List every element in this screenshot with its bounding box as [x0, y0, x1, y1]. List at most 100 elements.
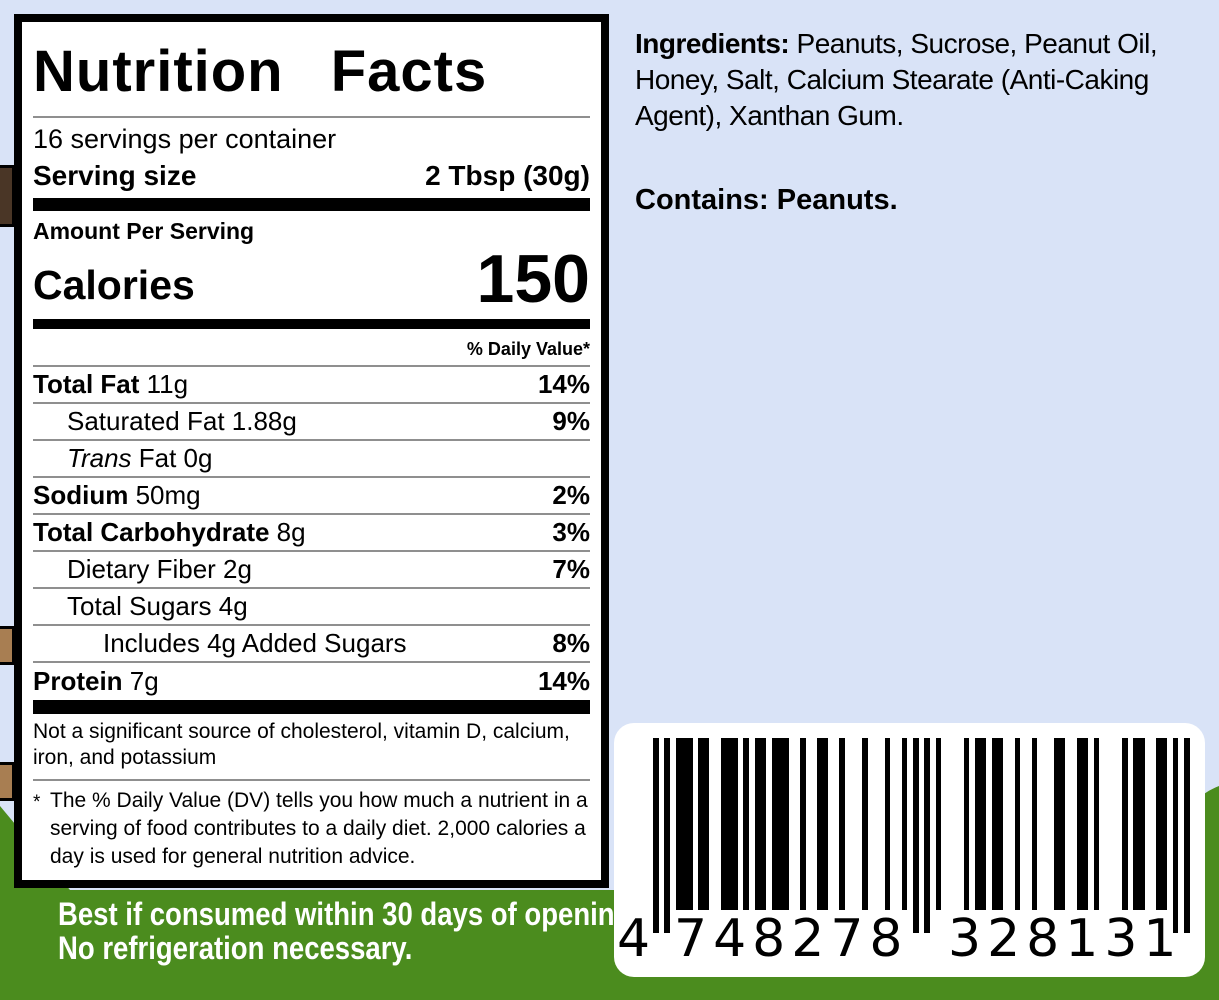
nutrient-dv: 9%	[552, 406, 590, 436]
nutrient-amount: Total Sugars 4g	[67, 591, 248, 621]
calories-value: 150	[476, 241, 590, 317]
footnote-asterisk: *	[33, 792, 41, 813]
nutrient-dv: 14%	[537, 666, 590, 696]
nutrient-amount: Dietary Fiber 2g	[67, 554, 252, 584]
freshness-line-1: Best if consumed within 30 days of openi…	[58, 896, 640, 932]
footnote-line-1: The % Daily Value (DV) tells you how muc…	[50, 789, 588, 812]
nutrient-row-total-sugars: Total Sugars 4g	[33, 589, 590, 626]
barcode-bar	[1172, 738, 1179, 933]
barcode-bar	[924, 738, 930, 933]
nutrient-dv: 2%	[552, 480, 590, 510]
ingredients-line-3: Agent), Xanthan Gum.	[635, 100, 904, 131]
barcode-bar	[839, 738, 846, 910]
barcode-bar	[1014, 738, 1021, 910]
barcode-bar	[653, 738, 659, 933]
barcode-bar	[664, 738, 670, 933]
barcode-card: 4 748278 328131	[614, 723, 1205, 977]
barcode-bar	[1076, 738, 1089, 910]
barcode-bar	[698, 738, 710, 910]
barcode-bar	[901, 738, 908, 910]
servings-per-container: 16 servings per container	[33, 124, 337, 154]
nutrient-amount: 50mg	[128, 480, 201, 510]
barcode-bar	[1133, 738, 1145, 910]
nutrient-row-protein: Protein 7g 14%	[33, 663, 590, 700]
nutrient-row-saturated-fat: Saturated Fat 1.88g 9%	[33, 404, 590, 441]
background-wood-dark	[0, 165, 15, 227]
calories-label: Calories	[33, 262, 195, 308]
nutrient-row-added-sugars: Includes 4g Added Sugars 8%	[33, 626, 590, 663]
not-significant-note: Not a significant source of cholesterol,…	[33, 714, 590, 774]
barcode-bar	[1031, 738, 1038, 910]
barcode-bar	[884, 738, 891, 910]
not-significant-line-2: iron, and potassium	[33, 746, 217, 769]
nutrient-amount: Saturated Fat 1.88g	[67, 406, 297, 436]
nutrient-row-dietary-fiber: Dietary Fiber 2g 7%	[33, 552, 590, 589]
barcode-bar	[816, 738, 829, 910]
nutrient-name: Sodium	[33, 480, 129, 510]
barcode-bar	[935, 738, 942, 910]
ingredients-line-1: Ingredients: Peanuts, Sucrose, Peanut Oi…	[635, 26, 1195, 62]
ingredients-label: Ingredients:	[635, 28, 790, 59]
nutrient-row-total-fat: Total Fat 11g 14%	[33, 367, 590, 404]
nutrient-row-total-carbohydrate: Total Carbohydrate 8g 3%	[33, 515, 590, 552]
barcode-bar	[963, 738, 970, 910]
barcode-bar	[754, 738, 766, 910]
barcode-digit-prefix: 4	[617, 909, 651, 969]
title-divider	[33, 116, 590, 118]
ingredients-line-2: Honey, Salt, Calcium Stearate (Anti-Caki…	[635, 64, 1149, 95]
calories-row: Calories 150	[33, 241, 590, 317]
nutrient-row-trans-fat: Trans Fat 0g	[33, 441, 590, 478]
footnote-line-3: day is used for general nutrition advice…	[50, 845, 416, 868]
barcode-bar	[862, 738, 868, 910]
nutrient-amount: 11g	[139, 369, 189, 399]
nutrition-facts-label: Nutrition Facts 16 servings per containe…	[14, 14, 609, 888]
serving-size-row: Serving size 2 Tbsp (30g)	[33, 155, 590, 198]
serving-size-value: 2 Tbsp (30g)	[425, 160, 590, 191]
nutrient-dv: 3%	[552, 517, 590, 547]
barcode-digits-left: 748278	[674, 909, 909, 969]
thick-divider-bar-bottom	[33, 700, 590, 714]
nutrient-row-sodium: Sodium 50mg 2%	[33, 478, 590, 515]
nutrient-name: Trans	[67, 443, 132, 473]
footnote-divider	[33, 779, 590, 781]
nutrient-name: Total Carbohydrate	[33, 517, 270, 547]
nutrient-amount: 8g	[269, 517, 306, 547]
nutrient-amount: Fat 0g	[131, 443, 213, 473]
daily-value-footnote: * The % Daily Value (DV) tells you how m…	[33, 781, 590, 871]
barcode-bar	[743, 738, 750, 910]
barcode-bar	[1054, 738, 1066, 910]
nutrient-name: Protein	[33, 666, 123, 696]
barcode-bar	[771, 738, 789, 910]
freshness-note: Best if consumed within 30 days of openi…	[58, 897, 639, 965]
nutrient-amount: 7g	[122, 666, 159, 696]
allergen-statement: Contains: Peanuts.	[635, 184, 898, 216]
barcode-bar	[799, 738, 806, 910]
barcode-digits-right: 328131	[948, 909, 1183, 969]
barcode-bar	[1121, 738, 1128, 910]
background-wood-tan-lower	[0, 762, 15, 801]
barcode-bar	[1184, 738, 1190, 933]
medium-divider-bar	[33, 319, 590, 329]
background-wood-tan-upper	[0, 626, 15, 665]
barcode-bar	[912, 738, 919, 933]
barcode-bar	[720, 738, 738, 910]
freshness-line-2: No refrigeration necessary.	[58, 930, 413, 966]
barcode-bar	[1093, 738, 1100, 910]
nutrient-amount: Includes 4g Added Sugars	[103, 628, 407, 658]
barcode-bar	[675, 738, 693, 910]
serving-size-label: Serving size	[33, 160, 197, 191]
nutrition-facts-title: Nutrition Facts	[33, 39, 488, 104]
not-significant-line-1: Not a significant source of cholesterol,…	[33, 720, 570, 743]
daily-value-header: % Daily Value*	[33, 329, 590, 367]
barcode-bar	[1155, 738, 1168, 910]
amount-per-serving-label: Amount Per Serving	[33, 218, 255, 244]
nutrient-name: Total Fat	[33, 369, 140, 399]
ingredients-line-1-rest: Peanuts, Sucrose, Peanut Oil,	[789, 28, 1158, 59]
nutrient-dv: 7%	[552, 554, 590, 584]
barcode-bar	[992, 738, 1004, 910]
thick-divider-bar	[33, 198, 590, 211]
barcode-bar	[975, 738, 987, 910]
nutrient-dv: 8%	[552, 628, 590, 658]
ingredients-text: Ingredients: Peanuts, Sucrose, Peanut Oi…	[635, 26, 1195, 134]
